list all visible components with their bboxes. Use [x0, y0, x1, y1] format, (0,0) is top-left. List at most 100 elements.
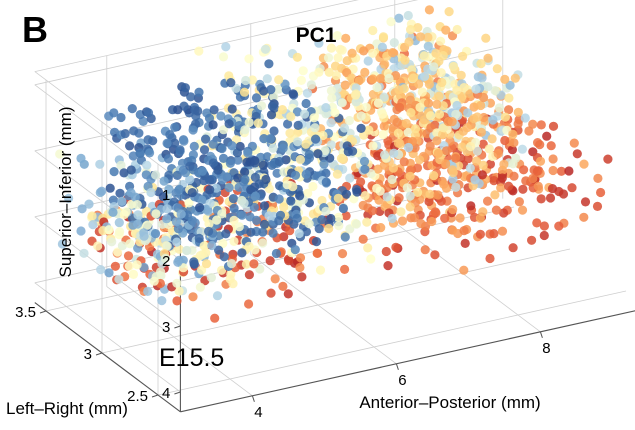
scatter-point [323, 53, 334, 63]
scatter-point [133, 210, 143, 220]
scatter-point [424, 196, 434, 207]
scatter-point [208, 139, 218, 149]
scatter-point [262, 74, 272, 84]
scatter-point [451, 109, 461, 119]
scatter-point [321, 103, 331, 113]
scatter-point [294, 228, 304, 239]
scatter-point [97, 186, 107, 196]
scatter-point [268, 143, 278, 153]
scatter-point [277, 105, 287, 115]
scatter-point [518, 184, 528, 194]
scatter-point [302, 88, 313, 98]
scatter-point [458, 51, 468, 61]
scatter-point [178, 165, 188, 175]
scatter-point [290, 170, 301, 180]
scatter-point [352, 187, 362, 197]
scatter-point [426, 111, 436, 121]
scatter-point [214, 245, 224, 255]
scatter-point [185, 161, 195, 171]
scatter-point [363, 243, 373, 253]
scatter-point [436, 68, 446, 78]
scatter-point [356, 177, 366, 187]
scatter-point [419, 51, 429, 61]
scatter-point [481, 33, 491, 43]
scatter-point [197, 166, 207, 176]
scatter-point [379, 92, 389, 102]
scatter-point [259, 134, 269, 144]
scatter-point [171, 217, 181, 227]
scatter-point [470, 175, 480, 185]
scatter-point [500, 112, 510, 122]
scatter-point [558, 189, 569, 199]
scatter-point [125, 239, 135, 249]
scatter-point [264, 59, 274, 69]
scatter-point [373, 98, 383, 108]
scatter-point [206, 273, 216, 283]
scatter-point [292, 52, 302, 62]
scatter-point [127, 104, 137, 114]
scatter-point [222, 172, 232, 182]
scatter-point [114, 218, 124, 228]
scatter-point [314, 38, 324, 48]
scatter-point [124, 261, 134, 271]
scatter-point [579, 212, 589, 222]
y-tick-label: 2.5 [127, 388, 148, 405]
scatter-point [269, 92, 279, 102]
scatter-point [253, 118, 263, 128]
scatter-point [93, 241, 103, 251]
scatter-point [143, 135, 153, 145]
scatter-point [437, 77, 447, 88]
scatter-point [505, 80, 515, 90]
floor-gridline-x [394, 222, 541, 333]
scatter-point [186, 92, 196, 102]
scatter-point [484, 144, 494, 154]
scatter-point [337, 249, 348, 259]
scatter-point [64, 193, 74, 203]
scatter-point [239, 198, 249, 208]
scatter-point [372, 183, 382, 193]
scatter-point [226, 78, 236, 88]
scatter-point [311, 237, 322, 247]
scatter-point [139, 262, 149, 272]
scatter-point [447, 31, 458, 41]
y-tick-label: 3.5 [15, 304, 36, 321]
scatter-point [397, 216, 408, 226]
scatter-point [368, 74, 378, 84]
scatter-point [413, 187, 423, 197]
floor-gridline-x [250, 254, 397, 365]
scatter-point [286, 196, 296, 206]
scatter-point [441, 146, 452, 156]
scatter-point [219, 252, 229, 262]
scatter-point [146, 187, 156, 198]
scatter-point [567, 183, 577, 193]
scatter-point [306, 80, 316, 90]
scatter-point [133, 219, 143, 229]
scatter-point [497, 173, 507, 183]
scatter-point [326, 86, 336, 96]
scatter-point [217, 144, 227, 154]
scatter-point [415, 102, 425, 112]
scatter-point [359, 46, 369, 56]
scatter-point [341, 189, 352, 199]
scatter-point [239, 87, 250, 97]
tick-labels: 4 6 8 2.5 3 3.5 1 2 3 4 [15, 187, 550, 421]
backwall-top-edge [34, 0, 359, 72]
scatter-point [301, 98, 311, 109]
x-tick-label: 8 [542, 340, 550, 357]
scatter-point [332, 169, 342, 179]
scatter-point [174, 244, 184, 254]
scatter-point [217, 209, 227, 219]
scatter-point [190, 218, 200, 228]
y-tick [151, 394, 159, 398]
scatter-point [173, 257, 183, 267]
scatter-point [331, 70, 341, 81]
scatter-point [313, 149, 323, 159]
scatter-point [487, 134, 497, 144]
scatter-point [320, 145, 330, 156]
scatter-point [247, 75, 257, 85]
scatter-point [265, 256, 275, 266]
scatter-point [496, 183, 506, 193]
z-tick-label: 4 [162, 385, 170, 402]
scatter-point [237, 210, 247, 220]
scatter-point [358, 234, 368, 244]
